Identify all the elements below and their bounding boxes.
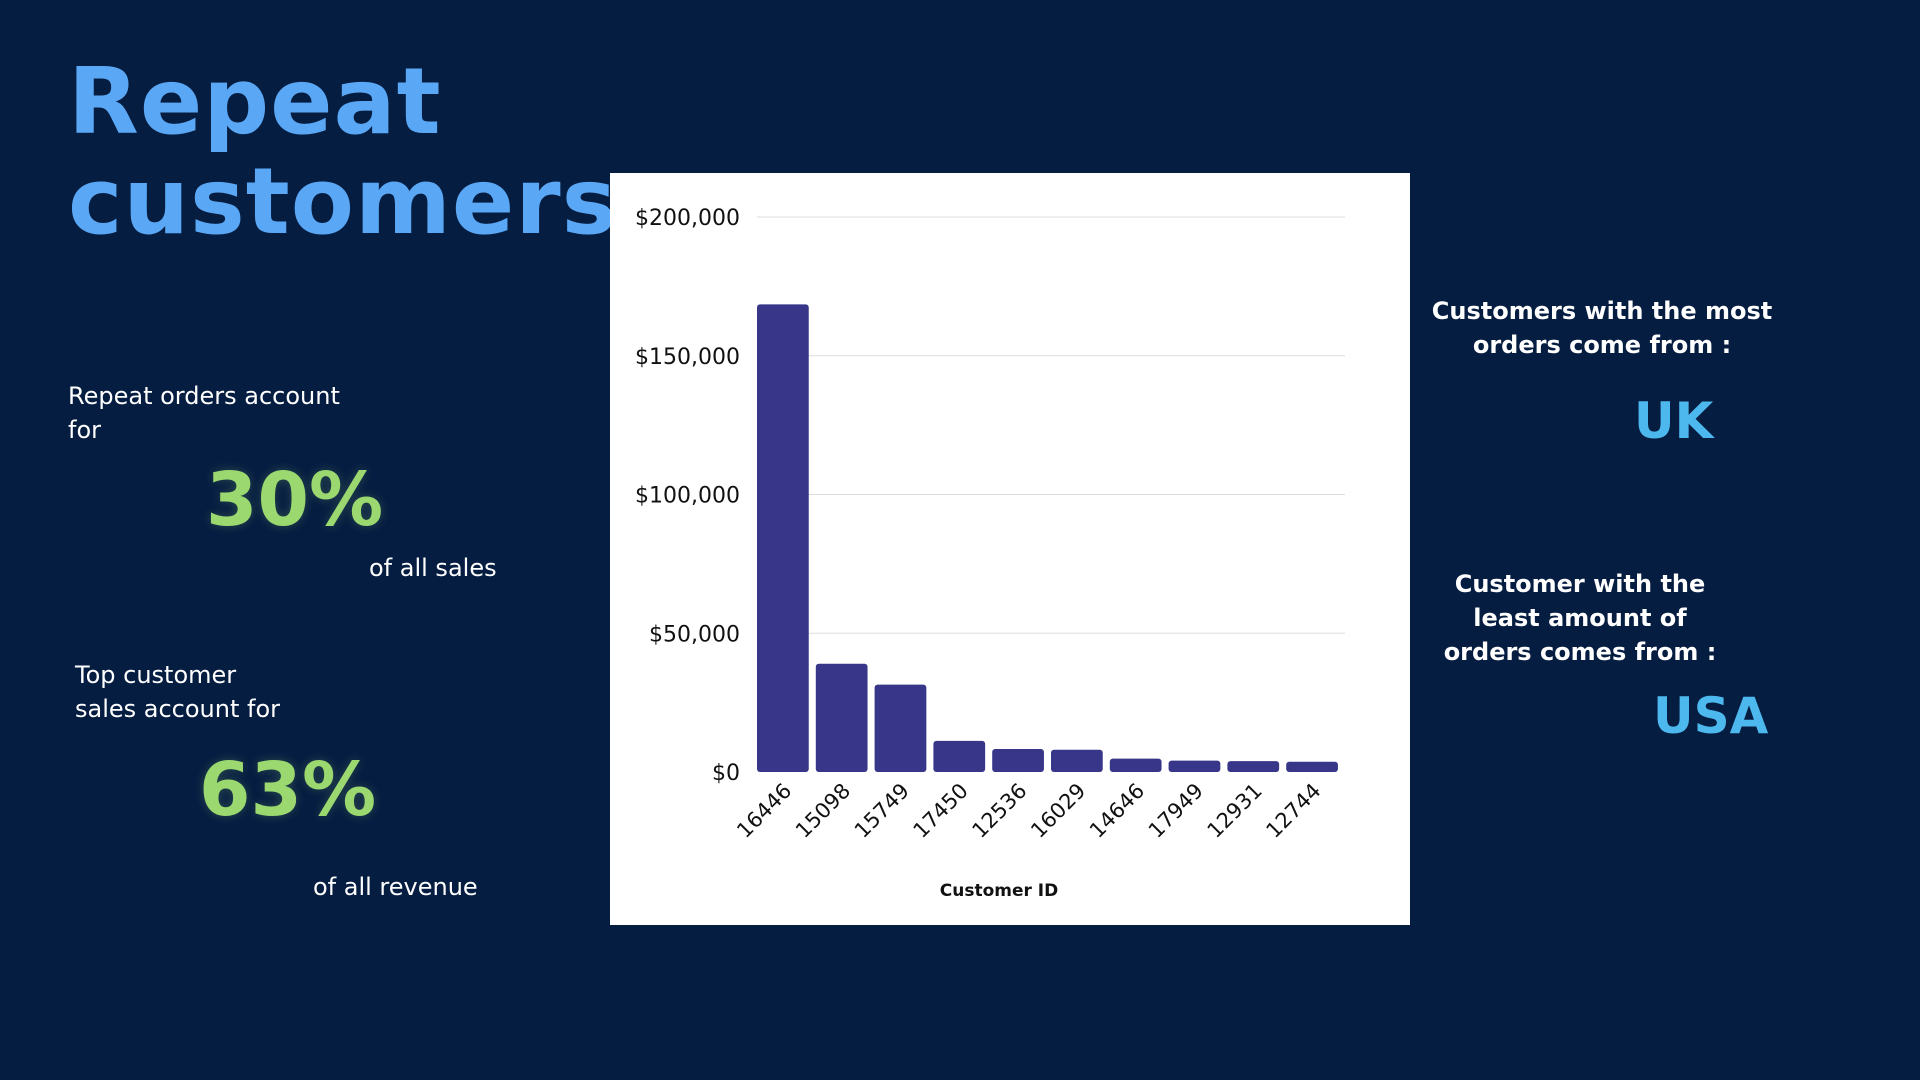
y-tick-label: $150,000 [635, 345, 740, 370]
x-tick-label: 12931 [1203, 779, 1267, 843]
repeat-orders-suffix: of all sales [369, 554, 497, 582]
least-orders-line-1: Customer with the [1454, 570, 1706, 598]
top-customer-intro: Top customer sales account for [75, 658, 280, 726]
x-tick-label: 15749 [850, 779, 914, 843]
y-tick-label: $50,000 [649, 622, 740, 647]
bar [1109, 758, 1162, 772]
least-orders-heading: Customer with the least amount of orders… [1430, 567, 1730, 669]
top-customer-percent: 63% [199, 747, 377, 833]
bar [757, 304, 809, 772]
title-line-2: customers [68, 148, 618, 255]
x-tick-label: 15098 [791, 779, 855, 843]
x-tick-label: 12744 [1261, 779, 1325, 843]
bar [1051, 749, 1103, 772]
bar-chart: $0$50,000$100,000$150,000$200,0001644615… [635, 206, 1345, 901]
bar [815, 663, 868, 772]
x-tick-label: 17949 [1144, 779, 1208, 843]
bar [874, 684, 927, 772]
bar-chart-card: $0 $50,000 $100,000 $150,000 $200,000 16446 15… [610, 173, 1410, 925]
bar [1286, 761, 1338, 772]
x-tick-label: 14646 [1085, 779, 1149, 843]
repeat-orders-intro-line-1: Repeat orders account [68, 382, 340, 410]
bar [933, 740, 986, 772]
y-tick-label: $100,000 [635, 484, 740, 509]
bar [1168, 760, 1221, 772]
least-orders-line-3: orders comes from : [1443, 638, 1717, 666]
most-orders-line-1: Customers with the most [1431, 297, 1773, 325]
title-line-1: Repeat [68, 48, 442, 155]
page-title: Repeat customers [68, 52, 617, 252]
most-orders-country: UK [1634, 392, 1714, 450]
x-tick-label: 16446 [732, 779, 796, 843]
x-tick-label: 12536 [967, 779, 1031, 843]
bar [1227, 761, 1280, 772]
x-tick-label: 16029 [1026, 779, 1090, 843]
y-tick-label: $200,000 [635, 206, 740, 231]
top-customer-suffix: of all revenue [313, 873, 478, 901]
repeat-orders-percent: 30% [206, 457, 384, 543]
repeat-orders-intro-line-2: for [68, 416, 101, 444]
most-orders-line-2: orders come from : [1472, 331, 1732, 359]
x-axis-title: Customer ID [940, 881, 1059, 901]
repeat-orders-intro: Repeat orders account for [68, 379, 340, 447]
most-orders-heading: Customers with the most orders come from… [1430, 294, 1774, 362]
x-tick-label: 17450 [909, 779, 973, 843]
least-orders-country: USA [1653, 687, 1769, 745]
y-tick-label: $0 [712, 761, 740, 786]
least-orders-line-2: least amount of [1473, 604, 1687, 632]
top-customer-intro-line-1: Top customer [75, 661, 237, 689]
top-customer-intro-line-2: sales account for [75, 695, 281, 723]
bar [992, 748, 1044, 772]
